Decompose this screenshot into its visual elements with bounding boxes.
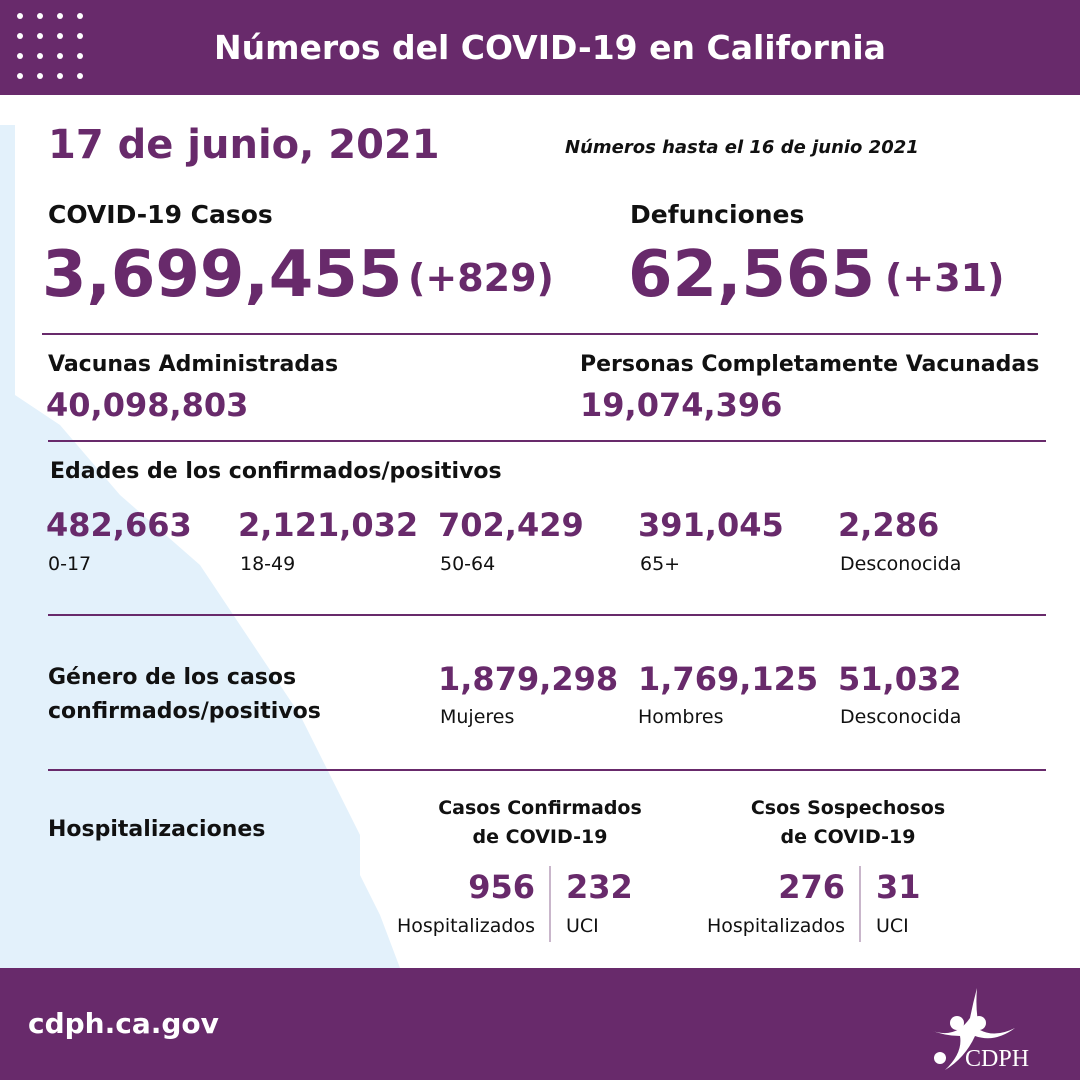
fully-vaccinated-label: Personas Completamente Vacunadas xyxy=(580,352,1040,377)
vaccines-value: 40,098,803 xyxy=(46,386,249,424)
age-value: 391,045 xyxy=(638,506,784,544)
age-value: 2,286 xyxy=(838,506,940,544)
confirmed-hosp-value: 956 xyxy=(468,868,535,906)
california-map-background xyxy=(0,125,400,968)
data-through-note: Números hasta el 16 de junio 2021 xyxy=(565,137,919,158)
deaths-label: Defunciones xyxy=(630,200,805,229)
deaths-value: 62,565 xyxy=(628,238,875,312)
age-value: 2,121,032 xyxy=(238,506,419,544)
suspected-hosp-value: 276 xyxy=(778,868,845,906)
suspected-title1: Csos Sospechosos xyxy=(750,797,946,819)
age-label: 65+ xyxy=(640,553,681,575)
gender-value: 51,032 xyxy=(838,660,962,698)
gender-label: Mujeres xyxy=(440,706,515,728)
age-label: 0-17 xyxy=(48,553,92,575)
confirmed-icu-value: 232 xyxy=(566,868,633,906)
footer-bar xyxy=(0,968,1080,1080)
suspected-hosp-label: Hospitalizados xyxy=(706,915,845,937)
gender-value: 1,769,125 xyxy=(638,660,819,698)
gender-label: Hombres xyxy=(638,706,724,728)
confirmed-hosp-label: Hospitalizados xyxy=(396,915,535,937)
deaths-change: (+31) xyxy=(885,256,1005,300)
gender-label-line2: confirmados/positivos xyxy=(48,699,321,724)
website-link[interactable]: cdph.ca.gov xyxy=(28,1007,219,1040)
gender-label: Desconocida xyxy=(840,706,962,728)
hosp-label: Hospitalizaciones xyxy=(48,817,266,842)
fully-vaccinated-value: 19,074,396 xyxy=(580,386,783,424)
divider xyxy=(48,769,1046,771)
confirmed-title1: Casos Confirmados xyxy=(438,797,642,819)
cdph-logo: CDPH xyxy=(930,988,1029,1072)
confirmed-title2: de COVID-19 xyxy=(472,826,608,848)
report-date: 17 de junio, 2021 xyxy=(48,122,440,168)
gender-label-line1: Género de los casos xyxy=(48,665,297,690)
cases-change: (+829) xyxy=(408,256,554,300)
divider xyxy=(549,866,551,942)
divider xyxy=(48,614,1046,616)
gender-value: 1,879,298 xyxy=(438,660,619,698)
age-label: 50-64 xyxy=(440,553,496,575)
divider xyxy=(42,333,1038,335)
age-value: 702,429 xyxy=(438,506,584,544)
age-value: 482,663 xyxy=(46,506,192,544)
divider xyxy=(48,440,1046,442)
header-bar xyxy=(0,0,1080,95)
suspected-icu-value: 31 xyxy=(876,868,921,906)
suspected-title2: de COVID-19 xyxy=(780,826,916,848)
cases-value: 3,699,455 xyxy=(42,238,403,312)
age-label: 18-49 xyxy=(240,553,296,575)
logo-text: CDPH xyxy=(965,1046,1029,1072)
divider xyxy=(859,866,861,942)
confirmed-icu-label: UCI xyxy=(566,915,599,937)
dots-decoration xyxy=(10,6,90,86)
vaccines-label: Vacunas Administradas xyxy=(48,352,339,377)
page-title: Números del COVID-19 en California xyxy=(214,28,886,67)
ages-label: Edades de los confirmados/positivos xyxy=(50,459,502,484)
cases-label: COVID-19 Casos xyxy=(48,200,273,229)
age-label: Desconocida xyxy=(840,553,962,575)
suspected-icu-label: UCI xyxy=(876,915,909,937)
